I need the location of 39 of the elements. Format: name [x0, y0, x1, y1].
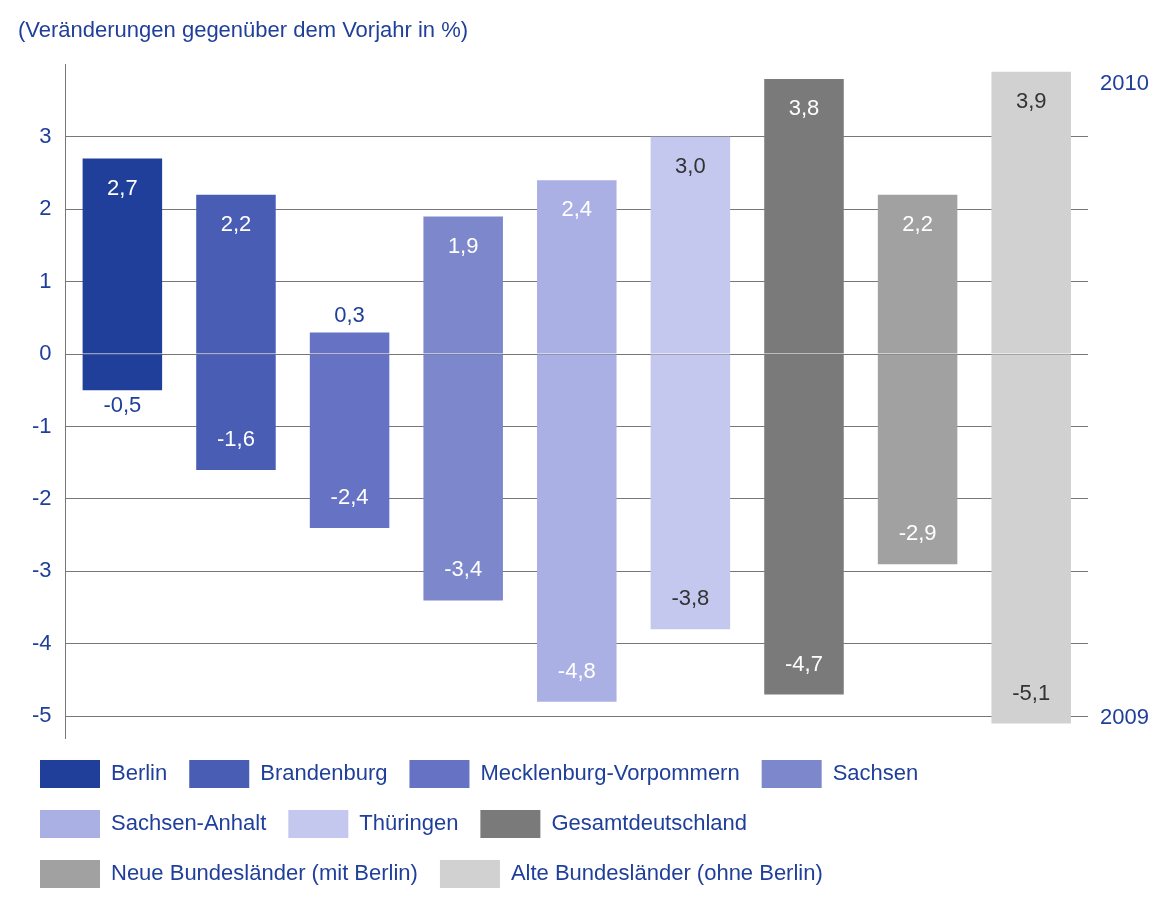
- legend-label: Gesamtdeutschland: [551, 810, 748, 836]
- y-tick-label: -2: [32, 485, 52, 511]
- data-label: 3,9: [1015, 87, 1047, 113]
- y-tick-label: 0: [39, 340, 52, 366]
- data-label: -3,8: [671, 585, 710, 611]
- y-tick-label: 3: [39, 122, 52, 148]
- text: 2010: [1100, 70, 1149, 96]
- legend-label: Alte Bundesländer (ohne Berlin): [510, 860, 823, 886]
- legend-label: Brandenburg: [260, 760, 388, 786]
- y-tick-label: -4: [32, 629, 52, 655]
- data-label: 2,4: [561, 196, 593, 222]
- legend-label: Thüringen: [359, 810, 459, 836]
- data-label: 2,7: [107, 174, 138, 200]
- legend-label: Neue Bundesländer (mit Berlin): [111, 860, 418, 886]
- data-label: 2,2: [902, 210, 933, 236]
- data-label: -2,4: [330, 484, 369, 510]
- legend-label: Berlin: [111, 760, 168, 786]
- text: 2009: [1100, 704, 1149, 730]
- chart-title: (Veränderungen gegenüber dem Vorjahr in %): [18, 17, 469, 43]
- data-label: -4,8: [557, 657, 596, 683]
- y-tick-label: -3: [32, 557, 52, 583]
- data-label: -1,6: [217, 426, 255, 452]
- y-tick-label: 1: [39, 267, 52, 293]
- legend-label: Sachsen: [832, 760, 919, 786]
- data-label: -3,4: [444, 556, 483, 582]
- data-label: 2,2: [220, 210, 252, 236]
- data-label: -2,9: [898, 520, 937, 546]
- legend-label: Sachsen-Anhalt: [111, 810, 267, 836]
- data-label: 1,9: [447, 232, 479, 258]
- legend-label: Mecklenburg-Vorpommern: [480, 760, 740, 786]
- data-label: 0,3: [334, 302, 365, 328]
- y-tick-label: -5: [32, 702, 52, 728]
- data-label: 3,8: [788, 94, 820, 120]
- data-label: -4,7: [785, 650, 823, 676]
- data-label: -0,5: [103, 392, 142, 418]
- data-label: -5,1: [1012, 679, 1051, 705]
- y-tick-label: -1: [32, 412, 52, 438]
- y-tick-label: 2: [39, 195, 52, 221]
- data-label: 3,0: [675, 152, 706, 178]
